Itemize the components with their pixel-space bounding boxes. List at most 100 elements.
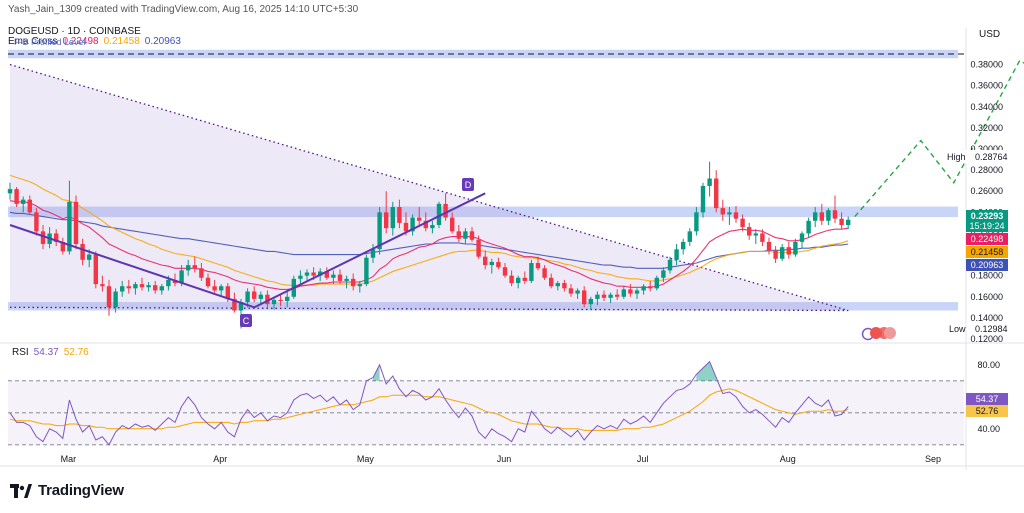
- candle: [153, 280, 158, 294]
- low-marker: Low 0.12984: [949, 324, 1008, 334]
- event-icons[interactable]: [861, 327, 897, 341]
- candle: [113, 288, 118, 313]
- candle-body: [780, 247, 785, 259]
- indicator-legend[interactable]: Ema Cross 0.22498 0.21458 0.20963: [8, 36, 186, 47]
- candle-body: [166, 279, 171, 287]
- candle: [615, 289, 620, 300]
- ema-slow-badge-value: 0.20963: [971, 260, 1004, 270]
- month-tick-label: Jul: [637, 454, 649, 464]
- candle: [265, 290, 270, 308]
- high-label: High: [947, 152, 966, 162]
- rsi-badge-value: 54.37: [976, 394, 999, 404]
- candle-body: [120, 286, 125, 292]
- candle-body: [450, 217, 455, 232]
- candle-body: [126, 286, 131, 289]
- candle: [456, 225, 461, 242]
- candle-body: [681, 241, 686, 250]
- candle-body: [628, 289, 633, 294]
- candle: [73, 195, 79, 250]
- candle-body: [54, 233, 59, 242]
- tradingview-logo[interactable]: TradingView: [10, 482, 124, 499]
- candle: [793, 238, 798, 257]
- candle-body: [238, 302, 244, 311]
- candle-body: [384, 212, 389, 229]
- ema-slow-line: [9, 211, 849, 269]
- candle: [641, 284, 646, 295]
- rsi-legend[interactable]: RSI 54.37 52.76: [12, 347, 94, 358]
- candle: [661, 267, 666, 282]
- candle: [377, 207, 382, 255]
- candle-body: [410, 217, 415, 232]
- candle-body: [694, 212, 699, 232]
- candle-body: [225, 286, 230, 299]
- candle: [846, 216, 851, 230]
- candle-body: [232, 298, 237, 311]
- candle: [469, 227, 475, 242]
- candle-body: [113, 291, 118, 308]
- candle-body: [700, 185, 706, 213]
- candle-body: [146, 285, 151, 288]
- candle: [700, 182, 706, 218]
- candle-body: [674, 249, 679, 260]
- candle-body: [839, 218, 844, 225]
- rsi-badge: [966, 393, 1008, 405]
- candle: [120, 280, 125, 297]
- candle-body: [634, 290, 640, 294]
- indicator-value-fast: 0.22498: [62, 36, 99, 47]
- candle: [106, 279, 112, 316]
- candle-body: [258, 294, 263, 299]
- candle: [390, 201, 395, 236]
- candle-body: [67, 201, 72, 252]
- symbol-title[interactable]: DOGEUSD · 1D · COINBASE: [8, 26, 141, 37]
- candle: [496, 257, 501, 270]
- candle: [674, 244, 679, 266]
- candle-body: [27, 199, 32, 213]
- candle: [529, 259, 534, 284]
- candle-body: [773, 250, 778, 259]
- ema-fast-line: [9, 200, 849, 290]
- candle-body: [179, 270, 184, 284]
- candle-body: [582, 290, 587, 305]
- ema-lines: [9, 174, 849, 290]
- month-tick-label: Mar: [61, 454, 77, 464]
- candle-body: [489, 261, 494, 266]
- candle-body: [760, 233, 765, 242]
- candle-body: [245, 291, 250, 303]
- candle: [628, 284, 633, 297]
- candle-body: [159, 286, 164, 291]
- author-credit: Yash_Jain_1309 created with TradingView.…: [8, 4, 359, 15]
- indicator-value-mid: 0.21458: [103, 36, 140, 47]
- price-tick-label: 0.32000: [970, 123, 1003, 133]
- candle-body: [793, 241, 798, 255]
- price-tick-label: 0.28000: [970, 165, 1003, 175]
- candle-body: [469, 231, 475, 240]
- candle-body: [423, 220, 428, 229]
- candle: [219, 284, 224, 297]
- candle: [370, 244, 376, 263]
- cd-pattern-lines: [9, 192, 486, 309]
- candle-body: [80, 244, 85, 260]
- candle: [780, 244, 785, 261]
- candle: [443, 193, 448, 221]
- candle: [357, 280, 362, 293]
- price-tick-label: 0.30000: [970, 144, 1003, 154]
- candle-body: [621, 289, 626, 297]
- candle-body: [826, 210, 831, 221]
- candle-body: [252, 291, 257, 299]
- candle-body: [186, 265, 191, 271]
- candle-body: [641, 286, 646, 291]
- currency-label: USD: [979, 29, 1000, 40]
- candle-body: [753, 233, 758, 236]
- high-value: 0.28764: [975, 152, 1008, 162]
- rsi-name: RSI: [12, 347, 29, 358]
- candle: [654, 275, 659, 291]
- candle: [133, 282, 138, 295]
- candle: [786, 241, 791, 259]
- candle-body: [832, 210, 838, 219]
- month-tick-label: Apr: [213, 454, 227, 464]
- candle-body: [370, 249, 376, 258]
- candle: [186, 259, 191, 276]
- candle-body: [265, 294, 270, 305]
- candle-body: [568, 288, 574, 294]
